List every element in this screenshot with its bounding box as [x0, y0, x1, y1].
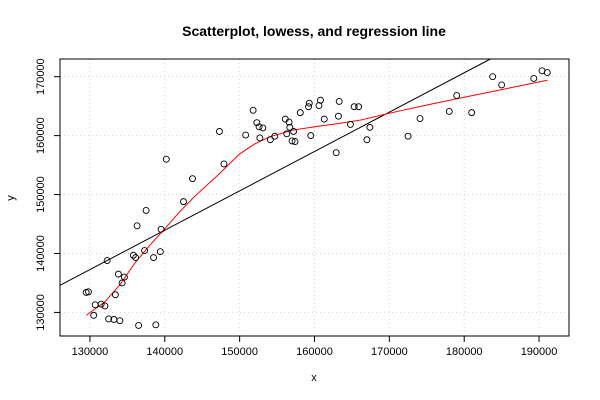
data-point [530, 74, 538, 82]
data-point [132, 254, 140, 262]
data-point [135, 321, 143, 329]
data-point [366, 123, 374, 131]
data-point [111, 291, 119, 299]
data-point [307, 132, 315, 140]
data-point [101, 302, 109, 310]
y-tick-label: 170000 [35, 58, 47, 95]
data-point [286, 123, 294, 131]
data-point [489, 73, 497, 81]
data-point [129, 251, 137, 259]
y-axis-label: y [5, 195, 17, 201]
data-point [288, 137, 296, 145]
data-point [543, 69, 551, 77]
data-point [363, 136, 371, 144]
data-point [90, 311, 98, 319]
y-tick-label: 160000 [35, 117, 47, 154]
data-point [283, 130, 291, 138]
data-point [120, 273, 128, 281]
data-point [346, 120, 354, 128]
y-axis-ticks: 130000 140000 150000 160000 170000 [35, 58, 60, 331]
data-point [453, 92, 461, 99]
grid [60, 59, 569, 336]
y-tick-label: 140000 [35, 235, 47, 272]
data-point [180, 198, 187, 206]
regression-line [59, 58, 491, 286]
lowess-curve [85, 79, 548, 316]
data-point [266, 136, 274, 144]
data-point [317, 96, 324, 104]
data-point [416, 115, 424, 122]
data-point [285, 118, 293, 126]
data-point [305, 99, 313, 107]
data-point [259, 124, 267, 132]
data-point [445, 108, 453, 115]
data-point [141, 247, 149, 254]
data-point [215, 128, 223, 135]
data-point [335, 112, 342, 120]
data-point [118, 279, 126, 287]
data-point [152, 321, 160, 329]
plot-frame [59, 58, 570, 337]
data-points [82, 67, 551, 329]
x-tick-label: 170000 [371, 346, 408, 358]
data-point [296, 109, 304, 117]
data-point [91, 301, 99, 309]
data-point [157, 225, 165, 233]
data-point [156, 248, 164, 256]
x-tick-label: 150000 [221, 346, 258, 358]
data-point [468, 109, 476, 117]
x-tick-label: 130000 [72, 346, 109, 358]
y-tick-label: 130000 [35, 294, 47, 331]
data-point [97, 300, 105, 308]
data-point [220, 160, 228, 168]
data-point [116, 317, 124, 325]
data-point [189, 175, 196, 183]
data-point [305, 103, 312, 111]
data-point [103, 257, 111, 265]
x-axis-label: x [311, 372, 317, 384]
data-point [256, 134, 264, 142]
data-point [253, 119, 261, 127]
x-tick-label: 160000 [296, 346, 333, 358]
regression-line-segment [59, 58, 491, 286]
data-point [242, 131, 250, 139]
data-point [133, 222, 141, 230]
data-point [498, 81, 506, 89]
data-point [335, 97, 343, 105]
x-tick-label: 140000 [146, 346, 183, 358]
data-point [320, 115, 328, 123]
data-point [84, 288, 92, 296]
data-point [150, 254, 158, 262]
data-point [355, 103, 363, 111]
data-point [249, 106, 257, 114]
data-point [404, 132, 412, 140]
x-tick-label: 180000 [446, 346, 483, 358]
data-point [105, 315, 113, 323]
data-point [332, 149, 340, 157]
data-point [350, 103, 358, 111]
data-point [162, 155, 170, 163]
lowess-path [85, 79, 548, 316]
data-point [290, 128, 297, 135]
data-point [142, 207, 150, 214]
data-point [271, 132, 279, 140]
y-tick-label: 150000 [35, 176, 47, 213]
x-tick-label: 190000 [521, 346, 558, 358]
x-axis-ticks: 130000 140000 150000 160000 170000 180000 1900… [72, 336, 558, 358]
data-point [291, 138, 299, 145]
data-point [255, 123, 263, 131]
chart-title: Scatterplot, lowess, and regression line [182, 23, 446, 39]
data-point [114, 270, 122, 278]
